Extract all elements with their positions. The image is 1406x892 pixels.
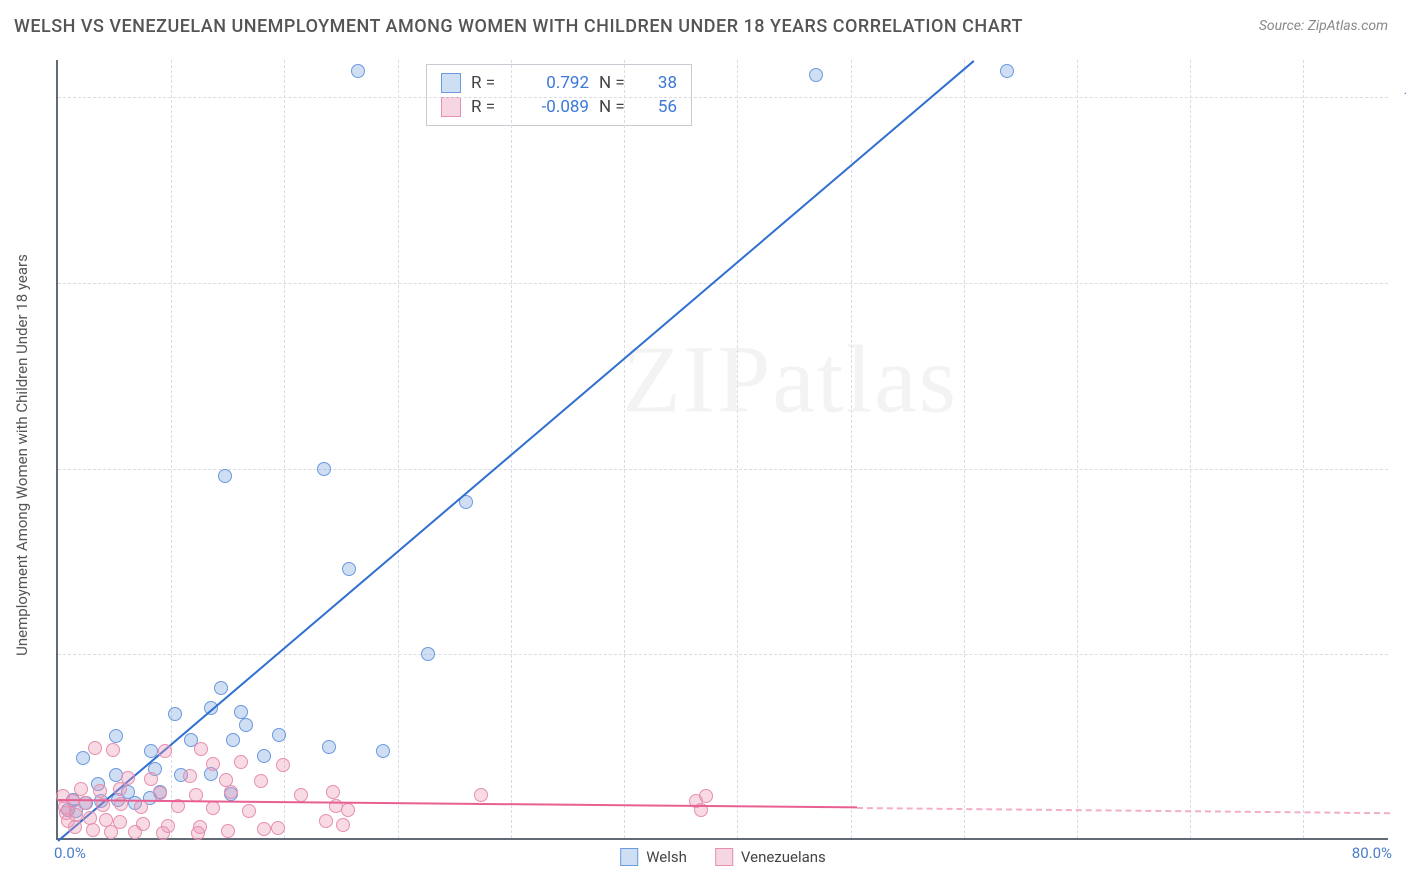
data-point: [1000, 64, 1014, 78]
data-point: [76, 751, 90, 765]
data-point: [86, 823, 100, 837]
gridline-v: [737, 60, 738, 838]
data-point: [226, 733, 240, 747]
data-point: [376, 744, 390, 758]
x-tick-min: 0.0%: [54, 844, 86, 862]
data-point: [322, 740, 336, 754]
legend-swatch-venezuelans: [715, 848, 733, 866]
stats-legend-box: R = 0.792 N = 38 R = -0.089 N = 56: [426, 64, 692, 126]
watermark: ZIPatlas: [622, 323, 958, 434]
data-point: [206, 757, 220, 771]
stats-N-welsh: 38: [641, 73, 677, 93]
data-point: [104, 825, 118, 839]
gridline-v: [624, 60, 625, 838]
stats-row-welsh: R = 0.792 N = 38: [441, 71, 677, 95]
stats-row-venezuelans: R = -0.089 N = 56: [441, 95, 677, 119]
legend-swatch-welsh: [620, 848, 638, 866]
data-point: [254, 774, 268, 788]
data-point: [156, 826, 170, 840]
data-point: [257, 749, 271, 763]
data-point: [113, 782, 127, 796]
y-axis-label: Unemployment Among Women with Children U…: [13, 254, 31, 656]
source-label: Source: ZipAtlas.com: [1259, 18, 1388, 34]
swatch-welsh: [441, 73, 461, 93]
data-point: [153, 786, 167, 800]
data-point: [214, 681, 228, 695]
data-point: [341, 803, 355, 817]
data-point: [234, 755, 248, 769]
gridline-v: [851, 60, 852, 838]
data-point: [168, 707, 182, 721]
stats-R-label: R =: [471, 73, 503, 93]
stats-R-welsh: 0.792: [513, 73, 589, 93]
stats-N-label: N =: [599, 97, 631, 117]
trend-line: [857, 807, 1390, 814]
data-point: [257, 822, 271, 836]
gridline-v: [964, 60, 965, 838]
data-point: [109, 729, 123, 743]
data-point: [271, 821, 285, 835]
data-point: [351, 64, 365, 78]
data-point: [326, 785, 340, 799]
data-point: [106, 743, 120, 757]
data-point: [276, 758, 290, 772]
gridline-h: [58, 469, 1388, 470]
data-point: [88, 741, 102, 755]
stats-R-label: R =: [471, 97, 503, 117]
data-point: [272, 728, 286, 742]
data-point: [474, 788, 488, 802]
data-point: [134, 800, 148, 814]
swatch-venezuelans: [441, 97, 461, 117]
gridline-v: [1077, 60, 1078, 838]
y-tick-label: 25.0%: [1396, 645, 1406, 663]
data-point: [319, 814, 333, 828]
data-point: [183, 769, 197, 783]
data-point: [336, 818, 350, 832]
gridline-v: [1303, 60, 1304, 838]
legend-item-welsh: Welsh: [620, 848, 687, 866]
gridline-h: [58, 97, 1388, 98]
stats-N-label: N =: [599, 73, 631, 93]
series-legend: Welsh Venezuelans: [620, 848, 826, 866]
gridline-v: [511, 60, 512, 838]
legend-label-venezuelans: Venezuelans: [741, 848, 826, 866]
stats-N-venezuelans: 56: [641, 97, 677, 117]
data-point: [128, 825, 142, 839]
gridline-h: [58, 654, 1388, 655]
data-point: [218, 469, 232, 483]
data-point: [206, 801, 220, 815]
gridline-v: [171, 60, 172, 838]
data-point: [294, 788, 308, 802]
data-point: [809, 68, 823, 82]
stats-R-venezuelans: -0.089: [513, 97, 589, 117]
gridline-v: [398, 60, 399, 838]
y-tick-label: 75.0%: [1396, 274, 1406, 292]
legend-label-welsh: Welsh: [646, 848, 687, 866]
plot-area: ZIPatlas R = 0.792 N = 38 R = -0.089 N =…: [56, 60, 1388, 840]
chart-title: WELSH VS VENEZUELAN UNEMPLOYMENT AMONG W…: [14, 16, 1023, 37]
legend-item-venezuelans: Venezuelans: [715, 848, 826, 866]
data-point: [221, 824, 235, 838]
data-point: [317, 462, 331, 476]
data-point: [342, 562, 356, 576]
data-point: [194, 742, 208, 756]
data-point: [93, 784, 107, 798]
data-point: [144, 772, 158, 786]
x-tick-max: 80.0%: [1352, 844, 1392, 862]
gridline-v: [284, 60, 285, 838]
y-tick-label: 100.0%: [1396, 88, 1406, 106]
gridline-v: [1190, 60, 1191, 838]
data-point: [239, 718, 253, 732]
data-point: [699, 789, 713, 803]
data-point: [242, 804, 256, 818]
correlation-chart: WELSH VS VENEZUELAN UNEMPLOYMENT AMONG W…: [0, 0, 1406, 892]
data-point: [61, 814, 75, 828]
gridline-h: [58, 283, 1388, 284]
y-tick-label: 50.0%: [1396, 460, 1406, 478]
data-point: [224, 785, 238, 799]
data-point: [421, 647, 435, 661]
data-point: [158, 744, 172, 758]
trend-line: [57, 60, 974, 842]
data-point: [191, 826, 205, 840]
